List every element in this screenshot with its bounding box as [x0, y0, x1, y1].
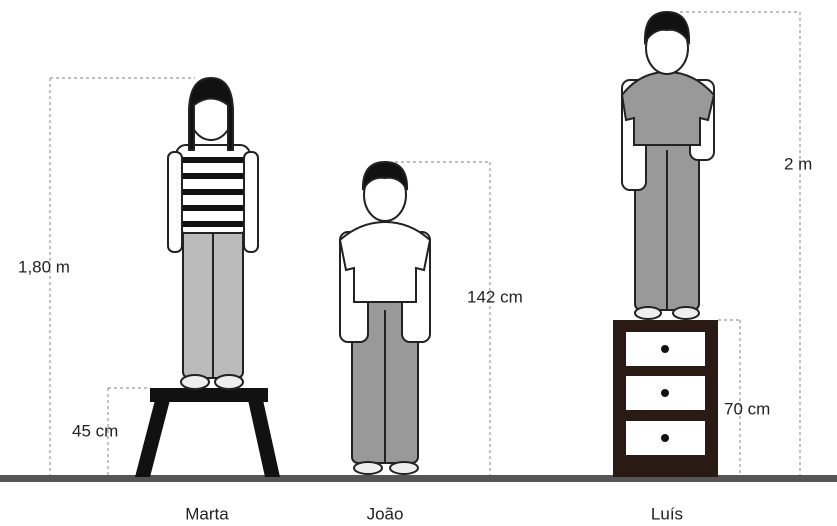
height-label: 142 cm [467, 287, 523, 306]
support-label: 70 cm [724, 399, 770, 418]
name-label: Luís [651, 504, 683, 523]
name-label: João [367, 504, 404, 523]
figure-joao [340, 162, 430, 474]
figure-luis [622, 12, 714, 319]
illustration: 1,80 m 45 cm Marta 142 cm João [0, 0, 837, 526]
figure-marta [168, 78, 258, 389]
support-label: 45 cm [72, 421, 118, 440]
name-label: Marta [185, 504, 229, 523]
stool [135, 388, 280, 477]
height-label: 2 m [784, 154, 812, 173]
dresser [613, 320, 718, 477]
height-label: 1,80 m [18, 257, 70, 276]
